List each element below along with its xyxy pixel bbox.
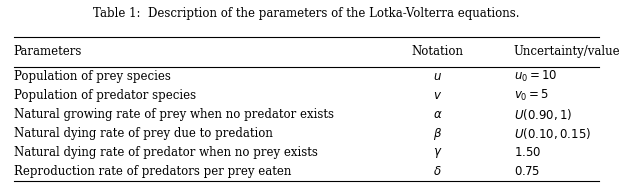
Text: $U(0.10, 0.15)$: $U(0.10, 0.15)$ xyxy=(514,126,591,141)
Text: Natural growing rate of prey when no predator exists: Natural growing rate of prey when no pre… xyxy=(13,108,333,121)
Text: Table 1:  Description of the parameters of the Lotka-Volterra equations.: Table 1: Description of the parameters o… xyxy=(93,7,520,20)
Text: $0.75$: $0.75$ xyxy=(514,165,540,178)
Text: $U(0.90, 1)$: $U(0.90, 1)$ xyxy=(514,107,572,122)
Text: $1.50$: $1.50$ xyxy=(514,146,541,159)
Text: $u$: $u$ xyxy=(433,70,442,83)
Text: Population of predator species: Population of predator species xyxy=(13,89,196,102)
Text: $\beta$: $\beta$ xyxy=(433,126,442,142)
Text: Parameters: Parameters xyxy=(13,45,82,58)
Text: Notation: Notation xyxy=(412,45,463,58)
Text: Natural dying rate of predator when no prey exists: Natural dying rate of predator when no p… xyxy=(13,146,317,159)
Text: $u_0 = 10$: $u_0 = 10$ xyxy=(514,69,557,84)
Text: $v$: $v$ xyxy=(433,89,442,102)
Text: Population of prey species: Population of prey species xyxy=(13,70,170,83)
Text: Natural dying rate of prey due to predation: Natural dying rate of prey due to predat… xyxy=(13,127,273,140)
Text: Uncertainty/value: Uncertainty/value xyxy=(514,45,620,58)
Text: $\gamma$: $\gamma$ xyxy=(433,146,442,160)
Text: Reproduction rate of predators per prey eaten: Reproduction rate of predators per prey … xyxy=(13,165,291,178)
Text: $\delta$: $\delta$ xyxy=(433,165,442,178)
Text: $\alpha$: $\alpha$ xyxy=(433,108,442,121)
Text: $v_0 = 5$: $v_0 = 5$ xyxy=(514,88,549,103)
